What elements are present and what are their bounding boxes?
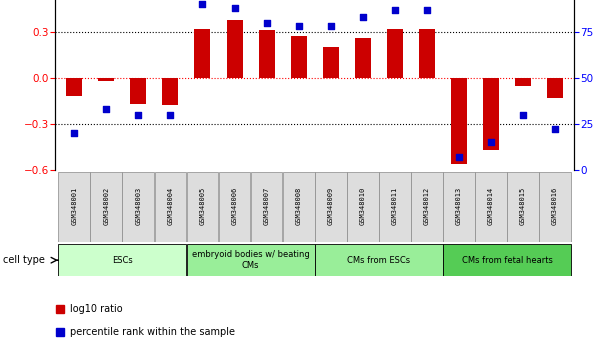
Point: [486, 139, 496, 145]
Bar: [443, 172, 475, 242]
Bar: [66, 78, 82, 96]
Text: GSM348016: GSM348016: [552, 187, 558, 225]
Point: [197, 1, 207, 7]
Text: ESCs: ESCs: [112, 256, 133, 265]
Bar: [227, 19, 243, 78]
Bar: [258, 30, 274, 78]
Bar: [130, 78, 147, 104]
Bar: [323, 47, 338, 78]
Bar: [122, 172, 154, 242]
Point: [326, 23, 335, 29]
Point: [294, 23, 304, 29]
Bar: [483, 78, 499, 150]
Point: [551, 127, 560, 132]
Bar: [291, 36, 307, 78]
Point: [166, 112, 175, 118]
Bar: [355, 38, 371, 78]
Bar: [411, 172, 443, 242]
Text: cell type: cell type: [3, 255, 45, 265]
Text: GSM348012: GSM348012: [424, 187, 430, 225]
Bar: [315, 244, 443, 276]
Bar: [419, 29, 435, 78]
Point: [454, 154, 464, 160]
Point: [230, 5, 240, 11]
Bar: [315, 172, 346, 242]
Point: [390, 7, 400, 13]
Bar: [219, 172, 251, 242]
Bar: [515, 78, 531, 86]
Bar: [547, 78, 563, 98]
Bar: [155, 172, 186, 242]
Bar: [186, 172, 218, 242]
Text: GSM348002: GSM348002: [103, 187, 109, 225]
Bar: [387, 29, 403, 78]
Text: CMs from fetal hearts: CMs from fetal hearts: [461, 256, 552, 265]
Text: percentile rank within the sample: percentile rank within the sample: [70, 327, 235, 337]
Bar: [475, 172, 507, 242]
Bar: [540, 172, 571, 242]
Text: GSM348009: GSM348009: [327, 187, 334, 225]
Bar: [186, 244, 315, 276]
Bar: [451, 78, 467, 164]
Text: GSM348006: GSM348006: [232, 187, 238, 225]
Text: GSM348014: GSM348014: [488, 187, 494, 225]
Bar: [194, 29, 210, 78]
Bar: [283, 172, 315, 242]
Text: CMs from ESCs: CMs from ESCs: [347, 256, 411, 265]
Text: GSM348001: GSM348001: [71, 187, 77, 225]
Text: GSM348011: GSM348011: [392, 187, 398, 225]
Text: GSM348005: GSM348005: [199, 187, 205, 225]
Point: [422, 7, 432, 13]
Bar: [347, 172, 379, 242]
Text: GSM348004: GSM348004: [167, 187, 174, 225]
Bar: [251, 172, 282, 242]
Bar: [507, 172, 539, 242]
Point: [101, 106, 111, 112]
Bar: [90, 172, 122, 242]
Text: log10 ratio: log10 ratio: [70, 304, 123, 314]
Bar: [163, 78, 178, 105]
Text: GSM348008: GSM348008: [296, 187, 302, 225]
Bar: [443, 244, 571, 276]
Bar: [59, 244, 186, 276]
Text: GSM348015: GSM348015: [520, 187, 526, 225]
Text: GSM348007: GSM348007: [263, 187, 269, 225]
Bar: [379, 172, 411, 242]
Bar: [59, 172, 90, 242]
Text: GSM348013: GSM348013: [456, 187, 462, 225]
Bar: [98, 78, 114, 81]
Point: [518, 112, 528, 118]
Point: [262, 20, 271, 25]
Text: GSM348003: GSM348003: [136, 187, 141, 225]
Text: GSM348010: GSM348010: [360, 187, 366, 225]
Text: embryoid bodies w/ beating
CMs: embryoid bodies w/ beating CMs: [192, 251, 309, 270]
Point: [358, 14, 368, 20]
Point: [133, 112, 143, 118]
Point: [69, 130, 79, 136]
